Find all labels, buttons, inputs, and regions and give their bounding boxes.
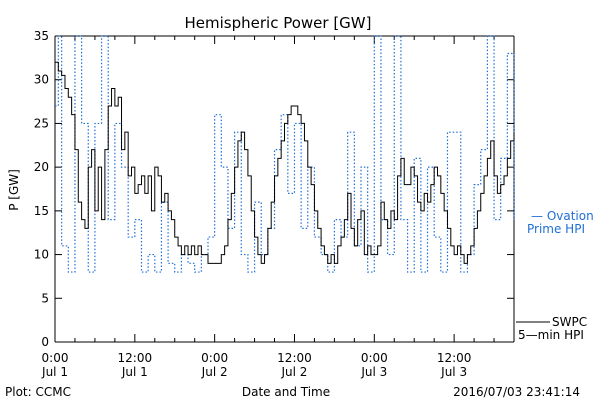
plot-timestamp: 2016/07/03 23:41:14 [453,385,580,399]
x-tick-time-label: 0:00 [201,351,228,365]
y-tick-label: 10 [34,248,49,262]
legend: — Ovation Prime HPI SWPC 5—min HPI [516,209,594,342]
plot-frame [54,35,515,343]
y-axis-ticks: 0 5 10 15 20 25 30 35 [34,29,514,349]
y-tick-label: 0 [41,335,49,349]
legend-swpc-line1: SWPC [552,315,587,329]
x-tick-time-label: 12:00 [437,351,472,365]
y-axis-label: P [GW] [7,169,21,211]
y-tick-label: 30 [34,73,49,87]
x-tick-date-label: Jul 1 [121,365,148,379]
y-tick-label: 35 [34,29,49,43]
y-tick-label: 20 [34,160,49,174]
legend-swpc-line2: 5—min HPI [518,328,584,342]
x-tick-date-label: Jul 2 [201,365,228,379]
x-tick-time-label: 0:00 [361,351,388,365]
legend-ovation-line1: — Ovation [531,209,594,223]
legend-ovation-line2: Prime HPI [527,222,585,236]
x-tick-date-label: Jul 3 [360,365,387,379]
x-tick-date-label: Jul 1 [41,365,68,379]
y-tick-label: 15 [34,204,49,218]
x-tick-time-label: 0:00 [42,351,69,365]
x-tick-date-label: Jul 2 [281,365,308,379]
y-tick-label: 25 [34,116,49,130]
x-tick-time-label: 12:00 [118,351,153,365]
series-layer [55,35,515,273]
plot-credit: Plot: CCMC [5,385,71,399]
series-swpc-5min-hpi [55,61,515,264]
x-tick-time-label: 12:00 [277,351,312,365]
x-tick-date-label: Jul 3 [440,365,467,379]
x-axis-label: Date and Time [242,385,330,399]
series-ovation-prime-hpi [55,35,515,273]
y-tick-label: 5 [41,291,49,305]
chart-title: Hemispheric Power [GW] [185,14,372,32]
